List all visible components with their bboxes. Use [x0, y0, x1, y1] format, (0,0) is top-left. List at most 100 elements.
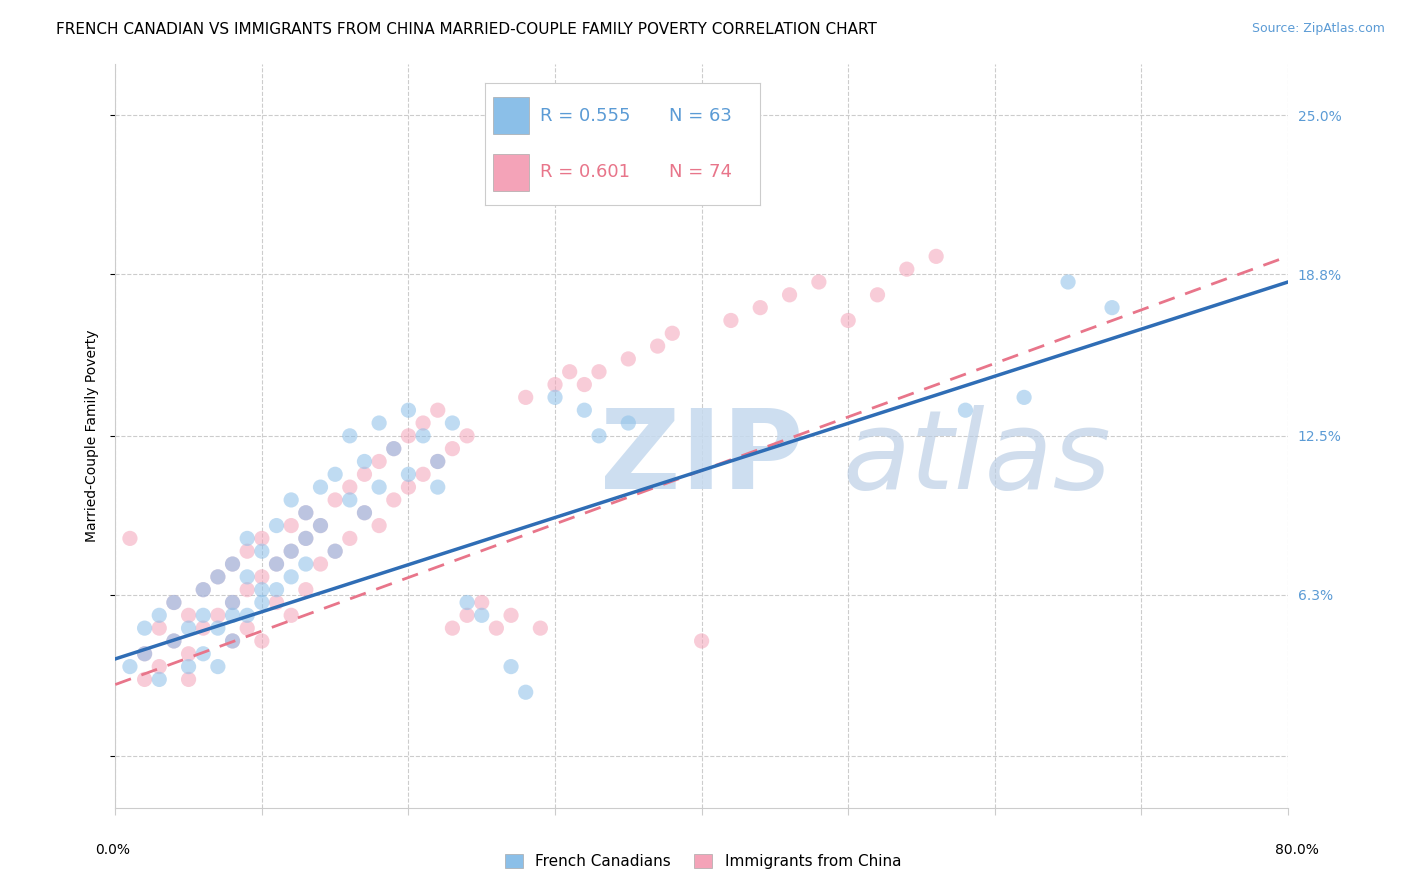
Point [295, 506, 318, 520]
Point [588, 429, 610, 443]
Text: ZIP: ZIP [600, 405, 803, 512]
Point [339, 492, 361, 507]
Point [515, 685, 537, 699]
Point [529, 621, 551, 635]
Text: 0.0%: 0.0% [96, 843, 131, 857]
Point [221, 608, 243, 623]
Point [236, 582, 259, 597]
Point [295, 532, 318, 546]
Point [295, 582, 318, 597]
Text: Source: ZipAtlas.com: Source: ZipAtlas.com [1251, 22, 1385, 36]
Point [280, 518, 302, 533]
Point [280, 544, 302, 558]
Point [544, 377, 567, 392]
Point [1101, 301, 1123, 315]
Point [295, 532, 318, 546]
Point [221, 634, 243, 648]
Point [221, 634, 243, 648]
Text: FRENCH CANADIAN VS IMMIGRANTS FROM CHINA MARRIED-COUPLE FAMILY POVERTY CORRELATI: FRENCH CANADIAN VS IMMIGRANTS FROM CHINA… [56, 22, 877, 37]
Point [574, 377, 596, 392]
Text: atlas: atlas [842, 405, 1111, 512]
Point [588, 365, 610, 379]
Point [368, 416, 391, 430]
Point [163, 595, 186, 609]
Point [236, 570, 259, 584]
Point [353, 506, 375, 520]
Point [412, 467, 434, 482]
Point [250, 582, 273, 597]
Point [148, 621, 170, 635]
Point [837, 313, 859, 327]
Point [412, 429, 434, 443]
Point [382, 492, 405, 507]
Point [280, 544, 302, 558]
Point [207, 621, 229, 635]
Point [396, 467, 419, 482]
Point [295, 557, 318, 571]
Point [177, 673, 200, 687]
Point [368, 454, 391, 468]
Point [382, 442, 405, 456]
Point [456, 608, 478, 623]
Point [426, 480, 449, 494]
Point [236, 621, 259, 635]
Point [353, 506, 375, 520]
Point [339, 480, 361, 494]
Point [250, 544, 273, 558]
Point [558, 365, 581, 379]
Point [456, 429, 478, 443]
Point [134, 647, 156, 661]
Point [441, 442, 464, 456]
Point [193, 647, 215, 661]
Point [396, 480, 419, 494]
Point [266, 557, 288, 571]
Point [866, 288, 889, 302]
Point [177, 608, 200, 623]
Point [323, 467, 346, 482]
Point [368, 518, 391, 533]
Point [118, 532, 141, 546]
Point [207, 659, 229, 673]
Point [236, 608, 259, 623]
Point [471, 595, 494, 609]
Y-axis label: Married-Couple Family Poverty: Married-Couple Family Poverty [86, 329, 100, 542]
Point [382, 442, 405, 456]
Point [309, 557, 332, 571]
Point [193, 582, 215, 597]
Point [163, 634, 186, 648]
Point [323, 544, 346, 558]
Point [134, 621, 156, 635]
Point [295, 506, 318, 520]
Point [925, 249, 948, 263]
Point [163, 595, 186, 609]
Point [221, 595, 243, 609]
Point [134, 647, 156, 661]
Point [353, 467, 375, 482]
Point [280, 608, 302, 623]
Point [280, 492, 302, 507]
Point [353, 454, 375, 468]
Point [118, 659, 141, 673]
Point [426, 454, 449, 468]
Point [955, 403, 977, 417]
Point [280, 570, 302, 584]
Point [163, 634, 186, 648]
Legend: French Canadians, Immigrants from China: French Canadians, Immigrants from China [499, 848, 907, 875]
Point [1012, 390, 1035, 404]
Point [177, 621, 200, 635]
Point [896, 262, 918, 277]
Point [309, 480, 332, 494]
Point [1057, 275, 1080, 289]
Point [221, 557, 243, 571]
Point [647, 339, 669, 353]
Point [207, 608, 229, 623]
Point [368, 480, 391, 494]
Point [499, 608, 522, 623]
Point [574, 403, 596, 417]
Point [544, 390, 567, 404]
Point [266, 518, 288, 533]
Point [250, 595, 273, 609]
Point [236, 532, 259, 546]
Point [471, 608, 494, 623]
Point [515, 390, 537, 404]
